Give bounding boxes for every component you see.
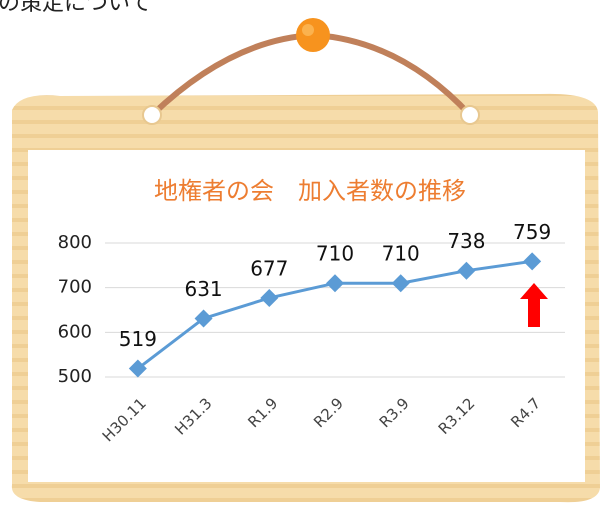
data-label: 631 [184,277,222,301]
data-label: 519 [119,327,157,351]
data-label: 677 [250,256,288,280]
header-text: の策定について [0,0,151,16]
y-tick-label: 500 [58,366,92,387]
nail-shine [302,24,314,36]
data-label: 738 [447,229,485,253]
y-tick-label: 600 [58,321,92,342]
data-label: 710 [382,242,420,266]
screenshot: の策定について 地権者の会 加入者数の推移 500600700800H30.11… [0,0,605,506]
nail [296,18,330,52]
pin [461,106,479,124]
page: の策定について 地権者の会 加入者数の推移 500600700800H30.11… [0,0,605,506]
data-label: 759 [513,220,551,244]
y-tick-label: 700 [58,277,92,298]
y-tick-label: 800 [58,232,92,253]
data-label: 710 [316,242,354,266]
chart-title: 地権者の会 加入者数の推移 [154,177,466,205]
pin [143,106,161,124]
